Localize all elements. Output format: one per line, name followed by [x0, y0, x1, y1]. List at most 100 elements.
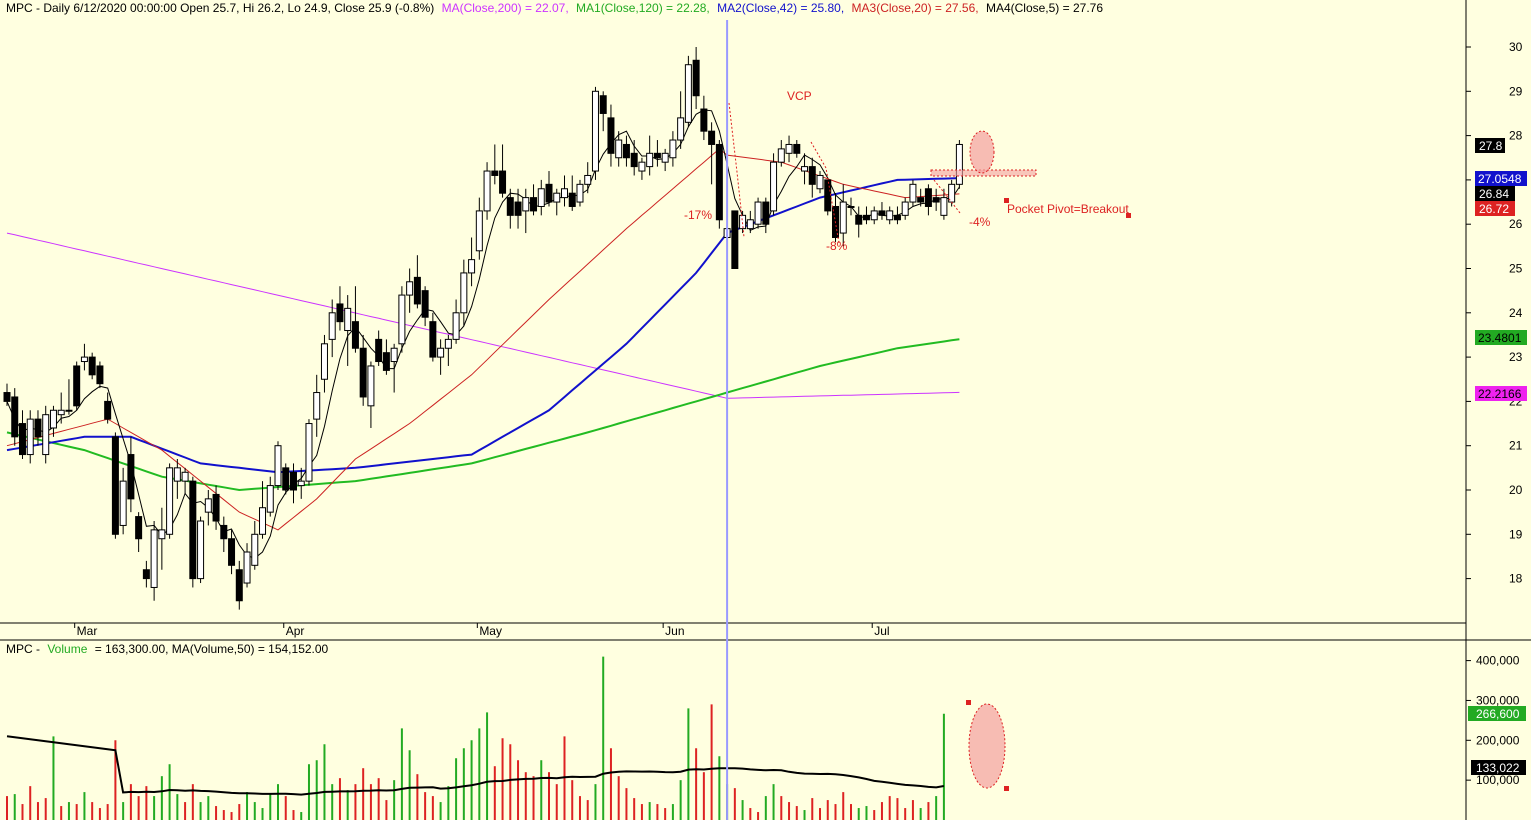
candle-body — [282, 467, 290, 491]
candle-body — [862, 214, 870, 221]
candle-body — [80, 356, 88, 363]
candle-body — [754, 201, 762, 225]
candle-body — [893, 214, 901, 221]
candle-body — [932, 197, 940, 203]
candle-body — [700, 108, 708, 132]
candle-body — [940, 197, 948, 216]
candle-body — [320, 343, 328, 380]
candle-body — [653, 152, 661, 159]
drop1-dashed-line — [728, 102, 745, 238]
candle-body — [955, 143, 963, 185]
drop2-dashed-line — [810, 141, 840, 244]
volume-header: MPC - Volume = 163,300.00, MA(Volume,50)… — [6, 642, 329, 656]
candle-body — [88, 356, 96, 376]
candle-body — [506, 197, 514, 216]
candle-body — [266, 485, 274, 513]
candle-body — [212, 493, 220, 522]
drop-4-label: -4% — [969, 215, 991, 229]
price-tick-label: 23 — [1509, 350, 1523, 364]
candle-body — [801, 166, 809, 172]
candle-body — [731, 210, 739, 270]
volume-tick-label: 400,000 — [1476, 654, 1520, 668]
candle-body — [119, 480, 127, 526]
price-tick-label: 19 — [1509, 527, 1523, 541]
candle-body — [18, 423, 26, 456]
candle-body — [390, 347, 398, 363]
ma200-badge: 22.2166 — [1478, 387, 1522, 401]
month-label: May — [479, 624, 502, 638]
candle-body — [599, 95, 607, 114]
volume-badges: 266,600 133,022 — [1468, 706, 1526, 775]
candle-body — [661, 152, 669, 163]
candle-body — [413, 276, 421, 305]
candle-body — [677, 117, 685, 141]
pocket-pivot-label: Pocket Pivot=Breakout — [1007, 202, 1129, 216]
month-axis: Mar Apr May Jun Jul — [74, 623, 890, 638]
candle-body — [135, 516, 143, 540]
candle-body — [576, 183, 584, 203]
ma200-line — [6, 232, 960, 399]
month-label: Mar — [77, 624, 98, 638]
candle-body — [57, 409, 65, 416]
price-tick-label: 29 — [1509, 84, 1523, 98]
candle-body — [622, 143, 630, 159]
candle-body — [545, 183, 553, 203]
price-header-ma200: MA(Close,200) = 22.07, — [442, 1, 569, 15]
vcp-label: VCP — [787, 89, 812, 103]
volume-badge-bg — [1468, 706, 1526, 721]
price-header-ohlc: MPC - Daily 6/12/2020 00:00:00 Open 25.7… — [6, 1, 434, 15]
price-tick-label: 25 — [1509, 262, 1523, 276]
candle-body — [777, 148, 785, 163]
annotation-marker — [1126, 213, 1131, 218]
candle-body — [96, 365, 104, 385]
candle-body — [259, 507, 267, 535]
candle-body — [344, 307, 352, 332]
candle-body — [522, 197, 530, 212]
candle-body — [382, 352, 390, 371]
candle-body — [204, 498, 212, 513]
volume-header-rest: = 163,300.00, MA(Volume,50) = 154,152.00 — [95, 642, 329, 656]
candle-body — [444, 338, 452, 349]
candle-body — [3, 392, 11, 402]
candle-body — [692, 59, 700, 97]
price-tick-label: 18 — [1509, 572, 1523, 586]
candle-body — [158, 529, 166, 540]
volume-ma-badge-bg — [1471, 760, 1526, 775]
candle-body — [351, 321, 359, 349]
annotation-marker — [1004, 786, 1009, 791]
candle-body — [166, 467, 174, 535]
month-label: Jun — [665, 624, 684, 638]
candle-body — [251, 533, 259, 566]
candle-body — [274, 445, 282, 487]
ma42-badge-bg — [1475, 171, 1527, 186]
price-tick-label: 24 — [1509, 306, 1523, 320]
volume-ma-line — [6, 735, 945, 796]
candle-body — [855, 214, 863, 225]
candle-body — [26, 418, 34, 456]
candle-body — [11, 396, 19, 438]
price-tick-label: 20 — [1509, 483, 1523, 497]
candle-body — [684, 64, 692, 123]
candle-body — [398, 294, 406, 345]
candle-body — [104, 400, 112, 420]
candle-body — [808, 166, 816, 185]
price-tick-label: 26 — [1509, 217, 1523, 231]
candle-body — [785, 143, 793, 154]
month-label: Jul — [874, 624, 889, 638]
ma120-line — [6, 338, 960, 492]
candle-body — [560, 188, 568, 199]
ma20-line — [6, 148, 960, 531]
candle-body — [127, 454, 135, 500]
candle-body — [762, 201, 770, 225]
candle-body — [816, 174, 824, 190]
drop-8-label: -8% — [826, 239, 848, 253]
volume-axis-ticks: 400,000 300,000 200,000 100,000 — [1466, 654, 1520, 787]
candle-body — [181, 471, 189, 482]
candle-body — [475, 210, 483, 252]
candle-body — [142, 569, 150, 580]
candle-body — [530, 197, 538, 212]
candle-body — [437, 347, 445, 358]
candle-body — [150, 529, 158, 588]
volume-ma-badge: 133,022 — [1476, 761, 1520, 775]
